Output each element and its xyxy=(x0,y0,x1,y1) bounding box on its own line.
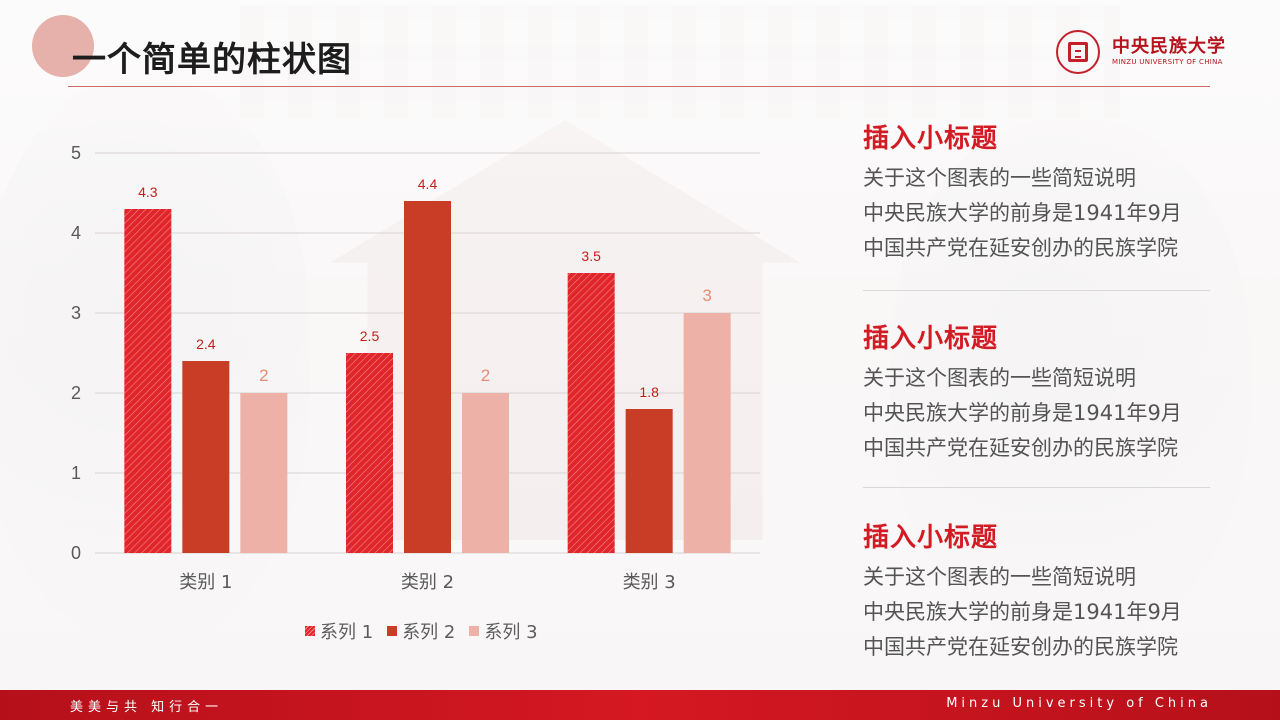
footer-bar: 美美与共 知行合一 Minzu University of China xyxy=(0,690,1280,720)
side-section-text: 中央民族大学的前身是1941年9月 xyxy=(863,600,1182,624)
y-tick-label: 2 xyxy=(71,383,81,403)
y-tick-label: 0 xyxy=(71,543,81,563)
side-section-title: 插入小标题 xyxy=(863,124,999,154)
data-label: 2.5 xyxy=(360,328,380,344)
logo-chinese-name: 中央民族大学 xyxy=(1112,36,1226,57)
data-label: 2.4 xyxy=(196,336,216,352)
side-section-text: 中国共产党在延安创办的民族学院 xyxy=(863,635,1178,659)
legend-swatch-series-1 xyxy=(305,626,315,636)
data-label: 4.4 xyxy=(418,176,438,192)
side-section-3: 插入小标题 关于这个图表的一些简短说明 中央民族大学的前身是1941年9月 中国… xyxy=(863,517,1213,665)
legend-label-series-3: 系列 3 xyxy=(484,622,538,643)
side-section-title: 插入小标题 xyxy=(863,523,999,553)
side-divider xyxy=(863,487,1210,488)
x-tick-label: 类别 3 xyxy=(623,572,676,593)
legend-label-series-2: 系列 2 xyxy=(402,622,456,643)
bar-chart: 0 1 2 3 4 5 4.3 2.4 2 类别 1 2.5 4.4 2 类别 2 3.5 1.8 3 类别 3 xyxy=(71,143,760,593)
logo-emblem-icon xyxy=(1056,30,1100,74)
x-tick-label: 类别 1 xyxy=(179,572,232,593)
page-title: 一个简单的柱状图 xyxy=(72,40,352,80)
title-underline xyxy=(68,86,1210,87)
x-tick-label: 类别 2 xyxy=(401,572,454,593)
data-label: 2 xyxy=(481,366,490,385)
university-logo: 中央民族大学 MINZU UNIVERSITY OF CHINA xyxy=(1056,30,1225,78)
legend-item-series-3: 系列 3 xyxy=(469,618,538,644)
side-section-text: 中央民族大学的前身是1941年9月 xyxy=(863,401,1182,425)
legend-swatch-series-3 xyxy=(469,626,480,636)
bar-series-3 xyxy=(240,393,288,553)
footer-motto: 美美与共 知行合一 xyxy=(70,700,224,715)
side-section-text: 中国共产党在延安创办的民族学院 xyxy=(863,436,1178,460)
legend-item-series-1: 系列 1 xyxy=(305,618,373,644)
legend-item-series-2: 系列 2 xyxy=(387,618,455,644)
side-divider xyxy=(863,290,1210,291)
data-label: 3 xyxy=(702,286,711,305)
side-section-text: 关于这个图表的一些简短说明 xyxy=(863,366,1136,390)
side-section-title: 插入小标题 xyxy=(863,324,999,354)
legend-label-series-1: 系列 1 xyxy=(320,622,374,643)
data-label: 3.5 xyxy=(581,248,601,264)
bar-series-1 xyxy=(346,353,393,553)
data-label: 2 xyxy=(259,366,268,385)
bar-series-2 xyxy=(625,409,673,553)
title-circle-decoration xyxy=(32,15,94,77)
bar-series-1 xyxy=(567,273,615,553)
bar-series-2 xyxy=(182,361,230,553)
y-tick-label: 3 xyxy=(71,303,81,323)
y-tick-label: 1 xyxy=(71,463,81,483)
bar-series-1 xyxy=(124,209,172,553)
bar-series-3 xyxy=(462,393,509,553)
footer-university-name: Minzu University of China xyxy=(946,696,1212,711)
legend-swatch-series-2 xyxy=(387,626,398,636)
y-tick-label: 5 xyxy=(71,143,81,163)
y-tick-label: 4 xyxy=(71,223,81,243)
side-section-1: 插入小标题 关于这个图表的一些简短说明 中央民族大学的前身是1941年9月 中国… xyxy=(863,118,1213,266)
side-section-text: 中央民族大学的前身是1941年9月 xyxy=(863,201,1182,225)
side-section-text: 中国共产党在延安创办的民族学院 xyxy=(863,236,1178,260)
bar-series-2 xyxy=(404,201,451,553)
chart-legend: 系列 1 系列 2 系列 3 xyxy=(305,618,538,644)
data-label: 1.8 xyxy=(639,384,659,400)
side-section-text: 关于这个图表的一些简短说明 xyxy=(863,166,1136,190)
bar-series-3 xyxy=(683,313,731,553)
side-section-text: 关于这个图表的一些简短说明 xyxy=(863,565,1136,589)
data-label: 4.3 xyxy=(138,184,158,200)
logo-english-name: MINZU UNIVERSITY OF CHINA xyxy=(1112,58,1223,66)
side-section-2: 插入小标题 关于这个图表的一些简短说明 中央民族大学的前身是1941年9月 中国… xyxy=(863,318,1213,466)
